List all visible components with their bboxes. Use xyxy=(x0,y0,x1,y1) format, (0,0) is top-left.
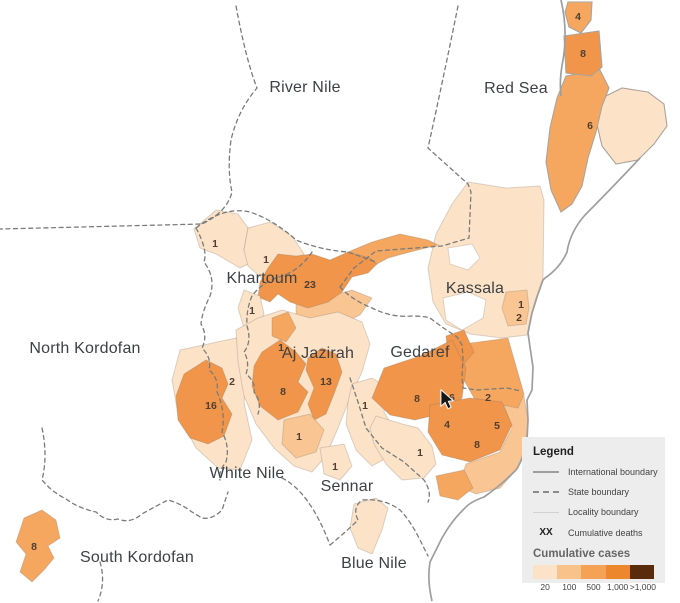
state-label-khartoum: Khartoum xyxy=(227,270,298,287)
state-label-aj-jazirah: Aj Jazirah xyxy=(282,345,354,362)
region-red-sea-six xyxy=(545,69,610,213)
region-bluenile-light xyxy=(349,497,389,555)
scale-cell: 1,000 xyxy=(605,565,630,592)
locality-regions xyxy=(15,1,668,583)
death-count: 4 xyxy=(575,11,581,23)
region-jazirah-1-south xyxy=(281,413,325,459)
scale-swatch xyxy=(629,565,654,579)
legend-item-label: Cumulative deaths xyxy=(568,527,643,538)
death-count: 1 xyxy=(278,342,284,354)
legend-title: Legend xyxy=(533,446,574,458)
death-count: 4 xyxy=(444,419,450,431)
region-red-sea-port xyxy=(563,30,603,77)
scale-label: >1,000 xyxy=(629,582,656,592)
legend-item: International boundary xyxy=(533,467,658,477)
scale-swatch xyxy=(533,565,558,579)
state-label-river-nile: River Nile xyxy=(269,79,340,96)
region-gedaref-1 xyxy=(369,415,437,481)
legend: Legend International boundary State bound… xyxy=(522,437,665,592)
region-red-sea-east xyxy=(595,87,668,165)
state-labels: River Nile Red Sea Kassala Khartoum North Ko… xyxy=(29,79,547,572)
legend-items: International boundary State boundary Loca… xyxy=(533,467,658,538)
state-label-white-nile: White Nile xyxy=(210,465,285,482)
death-count: 8 xyxy=(31,541,37,553)
faint-line-icon xyxy=(533,511,559,513)
no-data-area xyxy=(447,243,481,271)
mouse-cursor-icon xyxy=(440,389,455,410)
scale-label: 100 xyxy=(562,582,577,592)
death-count: 2 xyxy=(485,392,491,404)
state-label-blue-nile: Blue Nile xyxy=(341,555,407,572)
legend-item-label: International boundary xyxy=(568,467,658,477)
region-jazirah-8 xyxy=(251,339,309,421)
death-count: 8 xyxy=(414,393,420,405)
scale-cell: 500 xyxy=(581,565,606,592)
scale-label: 20 xyxy=(540,582,550,592)
legend-item: XX Cumulative deaths xyxy=(533,527,654,538)
state-label-sennar: Sennar xyxy=(321,478,374,495)
scale-swatch xyxy=(581,565,606,579)
state-label-north-kordofan: North Kordofan xyxy=(29,340,140,357)
scale-cell: 100 xyxy=(557,565,582,592)
state-boundaries xyxy=(0,5,522,602)
death-count: 1 xyxy=(249,305,255,317)
scale-cell: 20 xyxy=(533,565,558,592)
state-label-red-sea: Red Sea xyxy=(484,80,548,97)
scale-cell: >1,000 xyxy=(629,565,656,592)
legend-item-label: State boundary xyxy=(568,487,630,497)
death-count: 8 xyxy=(280,386,286,398)
legend-item: State boundary xyxy=(533,487,654,497)
death-count: 1 xyxy=(518,299,524,311)
scale-label: 1,000 xyxy=(607,582,629,592)
death-count: 13 xyxy=(320,376,332,388)
death-count: 1 xyxy=(212,238,218,250)
death-count-labels: 48611231211138216181624581118 xyxy=(31,11,593,553)
region-southkordofan-8 xyxy=(15,509,61,583)
death-count: 8 xyxy=(580,48,586,60)
death-count: 1 xyxy=(362,400,368,412)
region-red-sea-north xyxy=(564,1,593,34)
legend-item: Locality boundary xyxy=(533,507,654,517)
dashed-line-icon xyxy=(533,491,559,493)
legend-cases-title: Cumulative cases xyxy=(533,548,631,560)
death-count: 6 xyxy=(587,120,593,132)
state-label-kassala: Kassala xyxy=(446,280,504,297)
region-gedaref-blob-s xyxy=(435,469,474,501)
legend-color-scale: 20 100 500 1,000 >1,000 xyxy=(533,565,656,592)
region-kassala-one-two xyxy=(501,289,530,327)
no-data-area xyxy=(442,291,487,331)
death-count: 23 xyxy=(304,279,316,291)
region-jazirah-knob xyxy=(271,311,297,343)
scale-swatch xyxy=(605,565,630,579)
death-count: 1 xyxy=(263,254,269,266)
death-count: 16 xyxy=(205,400,217,412)
death-count: 5 xyxy=(494,420,500,432)
legend-item-label: Locality boundary xyxy=(568,507,639,517)
scale-swatch xyxy=(557,565,582,579)
state-label-south-kordofan: South Kordofan xyxy=(80,549,194,566)
scale-label: 500 xyxy=(586,582,601,592)
region-khartoum-23 xyxy=(257,251,378,309)
region-whitenile-16 xyxy=(175,359,233,445)
state-label-gedaref: Gedaref xyxy=(390,344,450,361)
region-jazirah-1-se xyxy=(319,443,353,481)
region-khartoum-nw xyxy=(193,209,253,269)
solid-line-icon xyxy=(533,471,559,473)
xx-deaths-icon: XX xyxy=(539,527,553,538)
death-count: 2 xyxy=(229,376,235,388)
region-jazirah-13 xyxy=(305,347,343,421)
region-gedaref-main-s xyxy=(427,397,513,463)
death-count: 2 xyxy=(516,312,522,324)
death-count: 1 xyxy=(296,431,302,443)
death-count: 8 xyxy=(474,439,480,451)
death-count: 1 xyxy=(332,461,338,473)
death-count: 1 xyxy=(417,447,423,459)
